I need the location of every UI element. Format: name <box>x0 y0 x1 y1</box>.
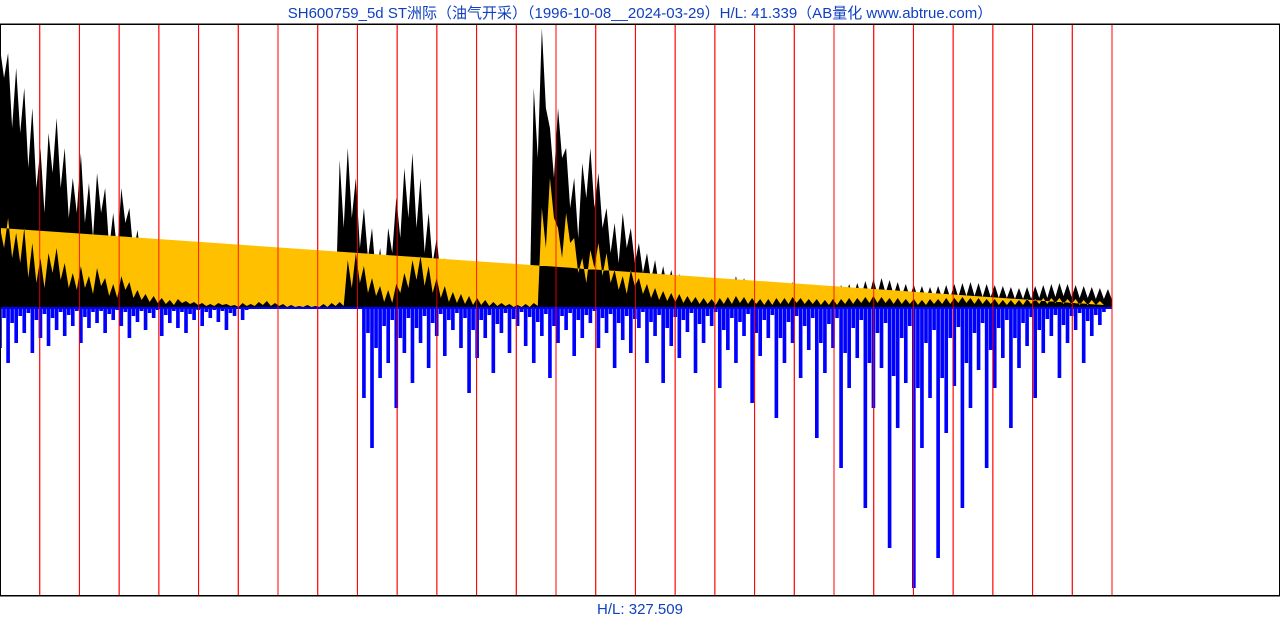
stock-chart: SH600759_5d ST洲际（油气开采）（1996-10-08__2024-… <box>0 0 1280 620</box>
bottom-hl-label: H/L: 327.509 <box>0 601 1280 618</box>
chart-title: SH600759_5d ST洲际（油气开采）（1996-10-08__2024-… <box>0 2 1280 23</box>
chart-svg <box>0 0 1280 620</box>
